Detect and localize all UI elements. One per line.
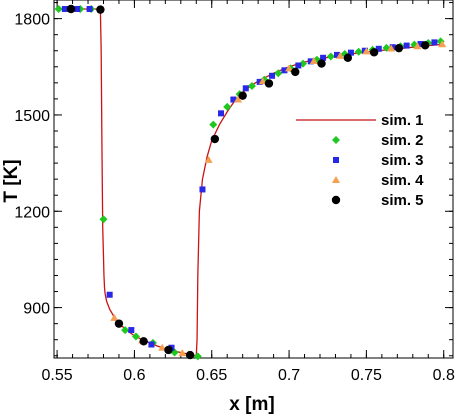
data-point xyxy=(210,134,220,144)
x-tick-label: 0.55 xyxy=(42,367,73,384)
legend-marker xyxy=(333,157,339,163)
data-point xyxy=(185,350,195,360)
data-point xyxy=(274,69,283,78)
y-tick-label: 1200 xyxy=(14,204,50,221)
data-point xyxy=(438,40,447,48)
data-layer xyxy=(54,4,447,361)
data-point xyxy=(178,349,187,357)
data-point xyxy=(106,291,113,298)
data-point xyxy=(375,45,382,52)
data-point xyxy=(264,79,274,88)
data-point xyxy=(54,4,63,13)
data-point xyxy=(394,43,404,53)
data-point xyxy=(209,120,218,129)
series-4-markers xyxy=(110,40,447,357)
x-tick-label: 0.6 xyxy=(123,367,145,384)
y-tick-label: 1800 xyxy=(14,12,50,29)
data-point xyxy=(336,51,345,59)
data-point xyxy=(309,57,318,65)
legend-label: sim. 2 xyxy=(381,132,424,149)
x-axis-label: x [m] xyxy=(229,394,274,415)
data-point xyxy=(99,215,108,224)
axis-ticks: 0.55 0.6 0.65 0.7 0.75 0.8 900 1200 1500 1800 xyxy=(14,0,455,384)
y-tick-label: 900 xyxy=(23,301,50,318)
data-point xyxy=(298,59,307,68)
legend-label: sim. 1 xyxy=(381,112,424,129)
data-point xyxy=(158,343,167,351)
data-point xyxy=(139,337,148,346)
data-point xyxy=(369,48,379,57)
data-point xyxy=(74,5,81,12)
data-point xyxy=(96,5,105,14)
data-point xyxy=(242,85,249,92)
y-axis-label: T [K] xyxy=(1,159,22,202)
data-point xyxy=(291,67,300,77)
legend-marker xyxy=(331,195,341,205)
data-point xyxy=(121,326,130,335)
data-point xyxy=(199,186,206,193)
data-point xyxy=(230,96,237,103)
data-point xyxy=(61,5,68,12)
y-tick-label: 1500 xyxy=(14,108,50,125)
data-point xyxy=(218,110,225,117)
data-point xyxy=(295,62,302,69)
legend: sim. 1 sim. 2 sim. 3 sim. 4 sim. 5 xyxy=(296,112,424,209)
data-point xyxy=(420,41,430,50)
data-point xyxy=(110,313,119,321)
data-point xyxy=(66,4,76,14)
data-point xyxy=(247,82,256,91)
data-point xyxy=(128,327,135,334)
data-point xyxy=(164,345,173,355)
data-point xyxy=(131,332,140,341)
data-point xyxy=(417,40,424,47)
data-point xyxy=(238,91,247,100)
x-tick-label: 0.65 xyxy=(196,367,227,384)
data-point xyxy=(431,39,438,46)
x-tick-label: 0.7 xyxy=(278,367,300,384)
legend-label: sim. 3 xyxy=(381,152,424,169)
series-5-markers xyxy=(66,4,430,360)
data-point xyxy=(204,155,213,163)
data-point xyxy=(114,319,124,328)
data-point xyxy=(343,53,353,62)
legend-marker xyxy=(332,136,340,144)
legend-marker xyxy=(332,176,340,183)
data-point xyxy=(362,47,371,55)
data-point xyxy=(307,58,314,65)
data-point xyxy=(281,67,288,74)
data-point xyxy=(334,51,341,58)
data-point xyxy=(326,52,335,61)
legend-label: sim. 5 xyxy=(381,192,424,209)
data-point xyxy=(387,44,396,52)
data-point xyxy=(193,352,202,361)
data-point xyxy=(403,42,410,49)
x-tick-label: 0.75 xyxy=(351,367,382,384)
data-point xyxy=(234,95,243,103)
x-tick-label: 0.8 xyxy=(433,367,455,384)
data-point xyxy=(413,42,422,50)
data-point xyxy=(354,47,363,56)
data-point xyxy=(285,64,294,72)
legend-label: sim. 4 xyxy=(381,172,424,189)
data-point xyxy=(256,78,263,85)
data-point xyxy=(317,59,326,68)
data-point xyxy=(258,77,267,85)
data-point xyxy=(320,54,327,61)
data-point xyxy=(269,72,276,79)
data-point xyxy=(148,341,155,348)
data-point xyxy=(347,49,354,56)
data-point xyxy=(223,102,232,111)
data-point xyxy=(86,5,93,12)
